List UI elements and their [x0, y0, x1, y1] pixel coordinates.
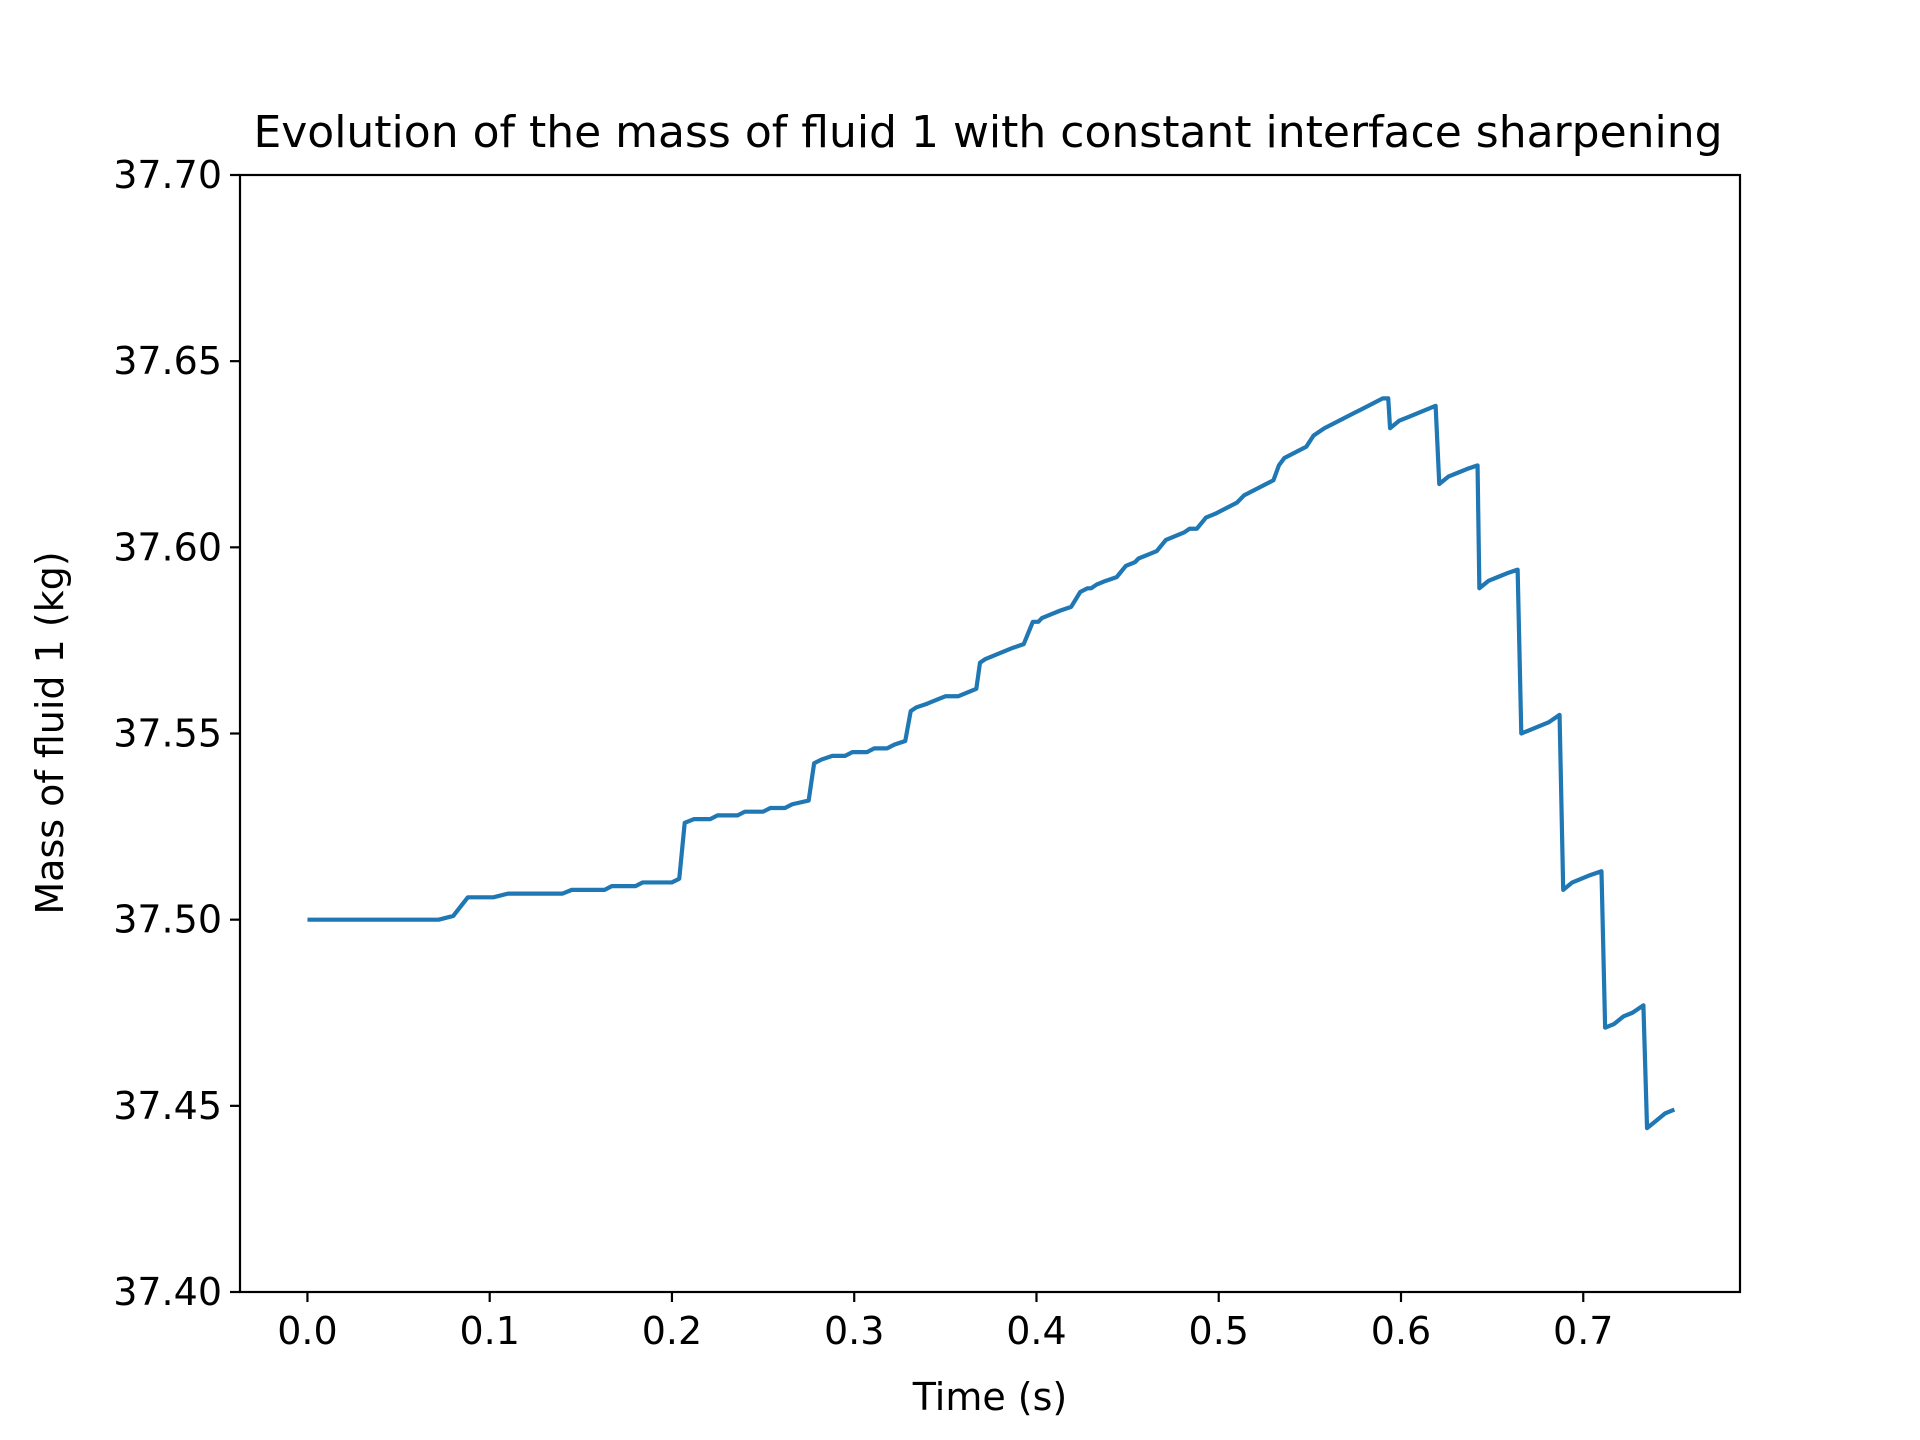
x-tick-label: 0.0	[277, 1309, 337, 1353]
x-tick-label: 0.4	[1006, 1309, 1066, 1353]
plot-area	[307, 396, 1676, 1131]
y-tick-label: 37.70	[113, 153, 222, 197]
series-line	[307, 396, 1676, 1131]
x-tick-label: 0.6	[1371, 1309, 1431, 1353]
y-tick-label: 37.60	[113, 525, 222, 569]
y-tick-label: 37.50	[113, 898, 222, 942]
y-axis-label: Mass of fluid 1 (kg)	[28, 551, 72, 914]
y-tick-label: 37.55	[113, 712, 222, 756]
x-tick-label: 0.5	[1189, 1309, 1249, 1353]
y-axis-ticks: 37.40 37.45 37.50 37.55 37.60 37.65 37.70	[113, 153, 240, 1314]
axes-frame	[238, 173, 1742, 1294]
x-tick-label: 0.3	[824, 1309, 884, 1353]
x-tick-label: 0.2	[642, 1309, 702, 1353]
x-axis-ticks: 0.0 0.1 0.2 0.3 0.4 0.5 0.6 0.7	[277, 1292, 1613, 1353]
x-tick-label: 0.1	[459, 1309, 519, 1353]
chart-title: Evolution of the mass of fluid 1 with co…	[253, 107, 1722, 158]
y-tick-label: 37.40	[113, 1270, 222, 1314]
y-tick-label: 37.45	[113, 1084, 222, 1128]
x-axis-label: Time (s)	[912, 1375, 1068, 1419]
x-tick-label: 0.7	[1553, 1309, 1613, 1353]
y-tick-label: 37.65	[113, 339, 222, 383]
